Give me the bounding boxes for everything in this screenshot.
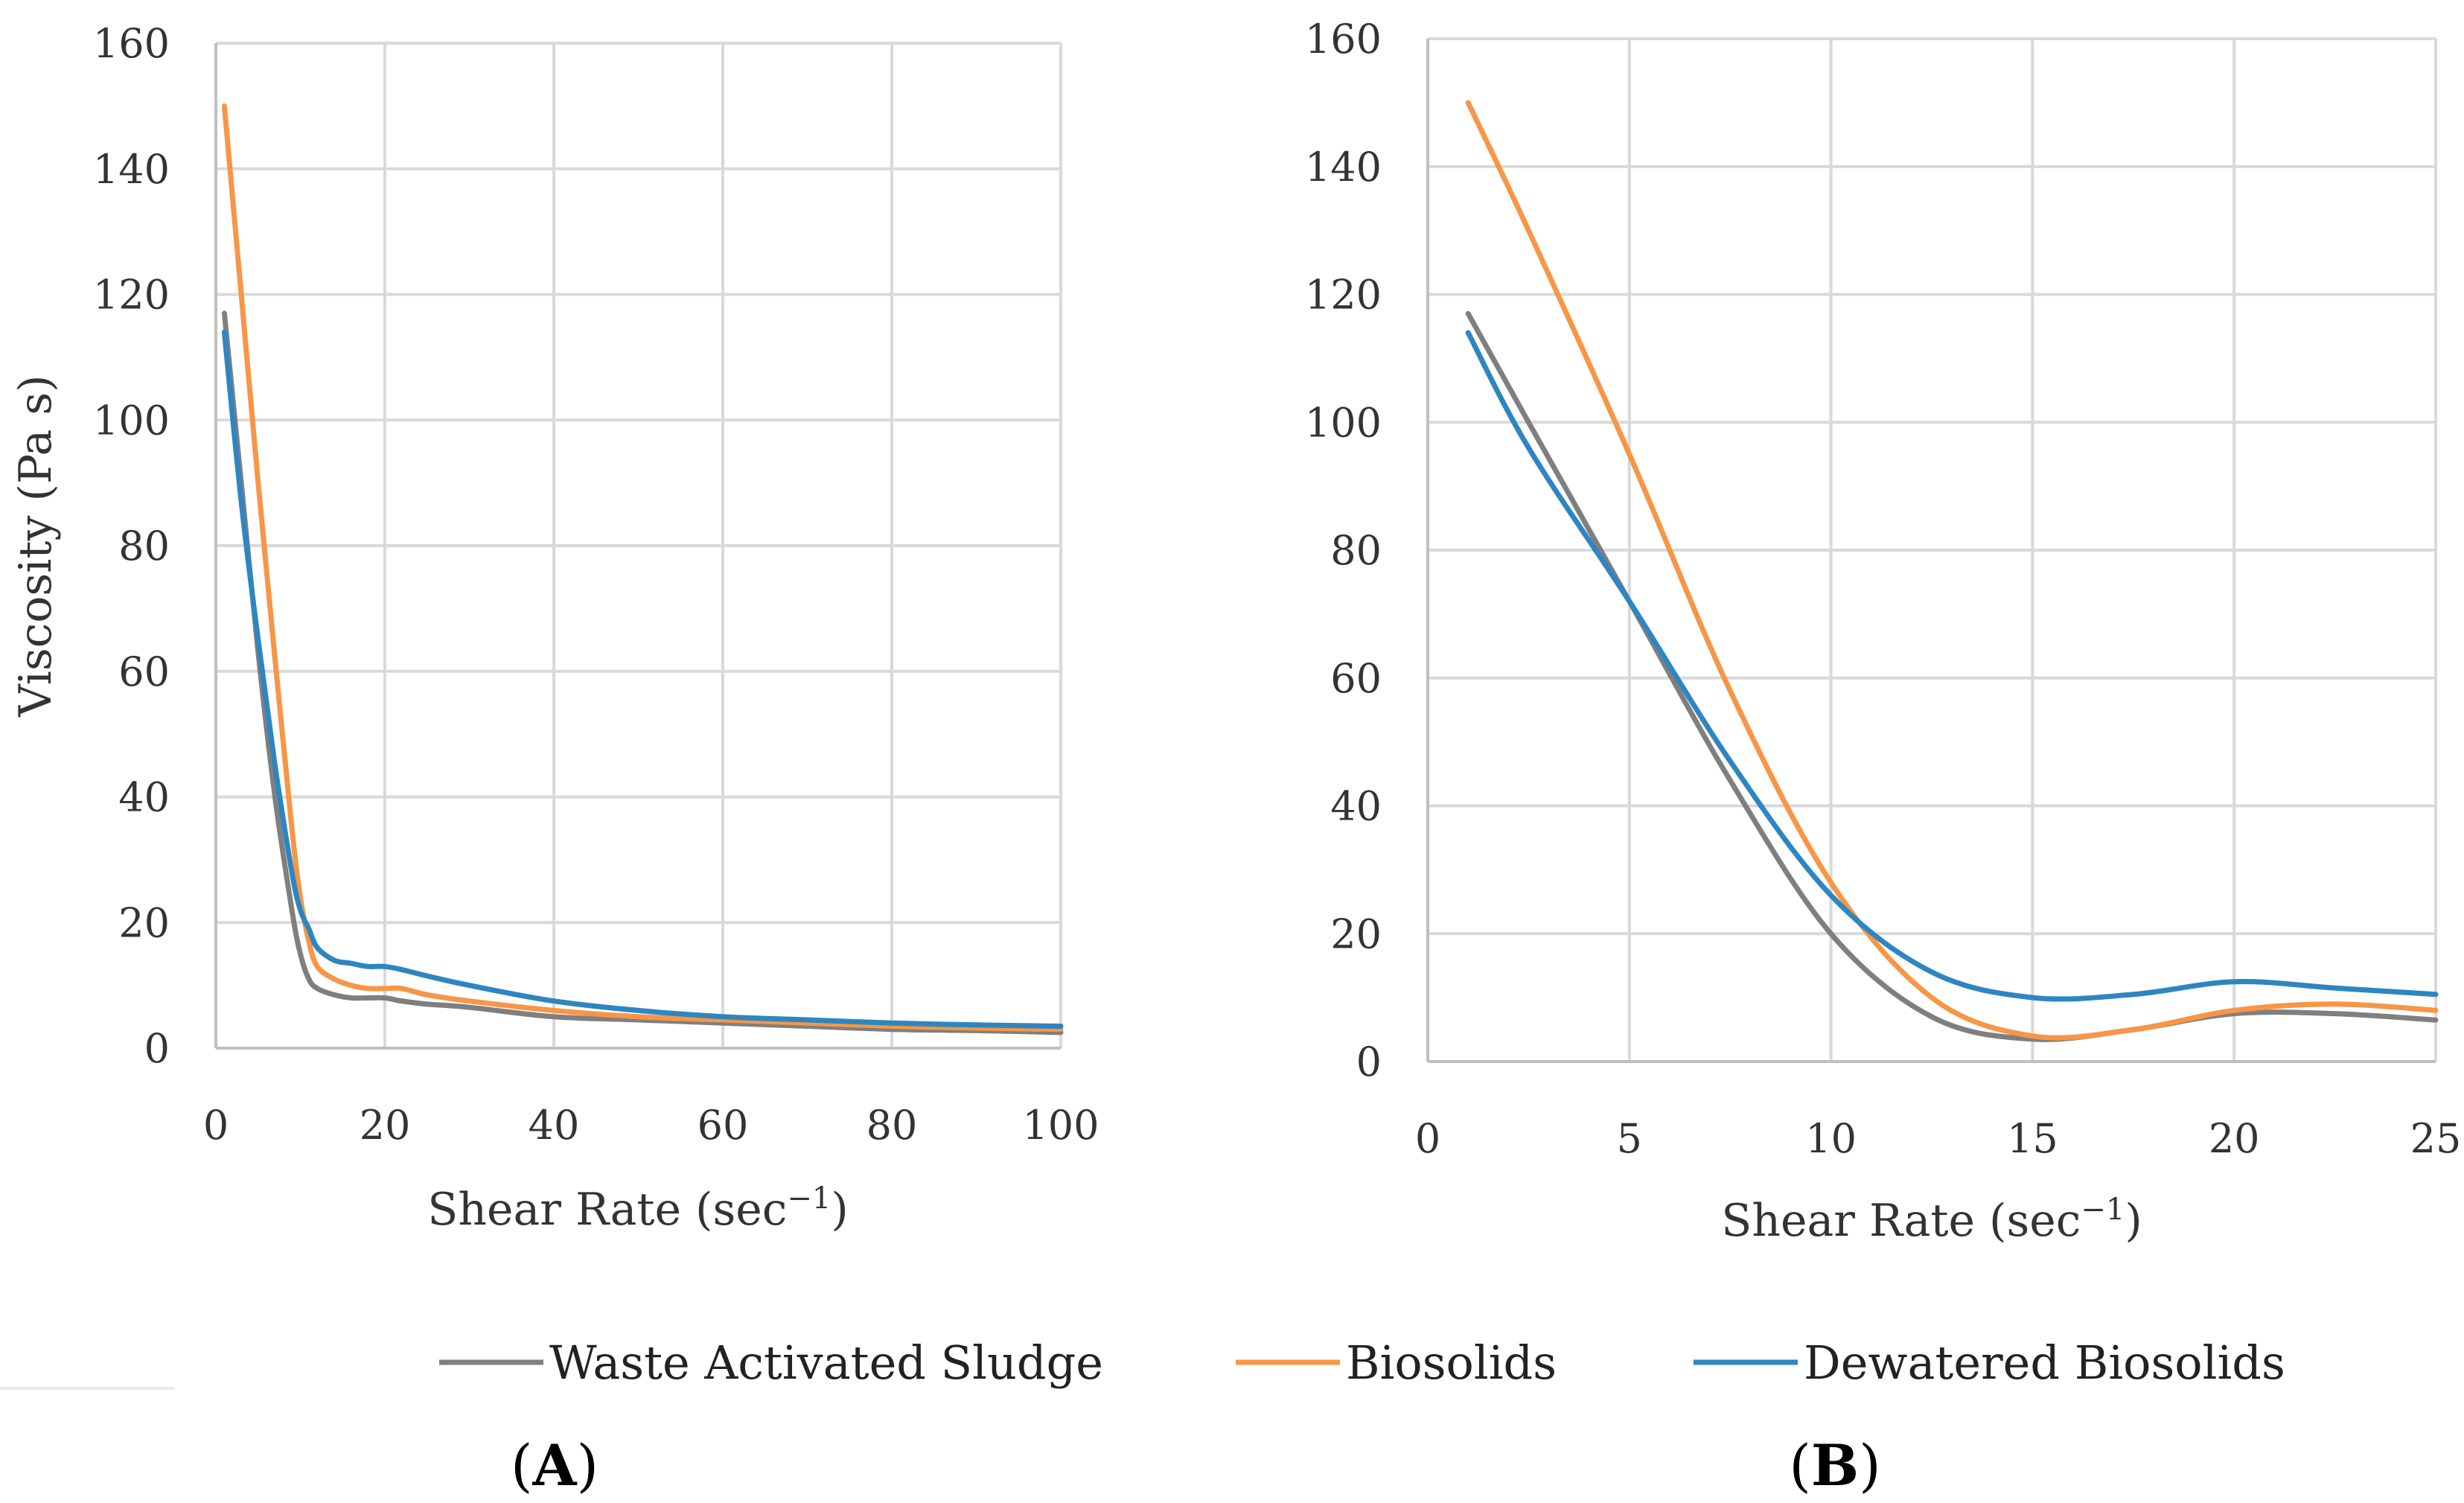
panel-a-ytick-label-160: 160: [93, 20, 170, 67]
panel-b-series-waste-activated-sludge: [1465, 310, 2439, 1042]
panel-a-series-dewatered-biosolids: [221, 329, 1064, 1029]
legend-label-dewatered-biosolids: Dewatered Biosolids: [1804, 1336, 2285, 1390]
panel-b-xtick-label-0: 0: [1415, 1115, 1440, 1162]
panel-a-series-biosolids: [221, 103, 1064, 1033]
panel-b-ytick-label-60: 60: [1330, 655, 1382, 702]
panel-a-xtick-label-20: 20: [360, 1102, 411, 1149]
panel-b-xtick-label-5: 5: [1617, 1115, 1642, 1162]
panel-a-ytick-label-120: 120: [93, 272, 170, 319]
panel-b-series-dewatered-biosolids: [1465, 330, 2439, 1002]
panel-a-ytick-label-60: 60: [118, 648, 170, 695]
panel-b-xtick-label-15: 15: [2007, 1115, 2058, 1162]
panel-a-xtick-label-60: 60: [698, 1102, 749, 1149]
chart-legend: Waste Activated Sludge Biosolids Dewater…: [439, 1336, 2285, 1390]
panel-b-xtick-label-20: 20: [2209, 1115, 2260, 1162]
legend-label-waste-activated-sludge: Waste Activated Sludge: [549, 1336, 1103, 1390]
panel-b-ytick-label-0: 0: [1356, 1038, 1382, 1085]
panel-a-ytick-label-40: 40: [118, 774, 170, 821]
panel-a-series-waste-activated-sludge: [221, 310, 1064, 1035]
panel-a-ytick-label-0: 0: [144, 1025, 170, 1072]
chart-panel-a: 0 20 40 60 80 100 120 140 160 0 20 40 60 80 100 Shear R…: [10, 20, 1099, 1236]
panel-a-ytick-label-140: 140: [93, 146, 170, 193]
panel-label-a: (A): [511, 1432, 599, 1499]
panel-a-xtick-label-0: 0: [203, 1102, 229, 1149]
panel-a-x-axis-title: Shear Rate (sec−1): [427, 1181, 849, 1236]
panel-b-ytick-label-100: 100: [1305, 399, 1382, 446]
panel-b-ytick-label-160: 160: [1305, 16, 1382, 63]
legend-label-biosolids: Biosolids: [1346, 1336, 1557, 1390]
panel-b-ytick-label-20: 20: [1330, 910, 1382, 957]
panel-b-ytick-label-40: 40: [1330, 783, 1382, 830]
panel-a-ytick-label-80: 80: [118, 523, 170, 569]
panel-a-ytick-label-100: 100: [93, 397, 170, 444]
panel-b-x-axis-title: Shear Rate (sec−1): [1721, 1193, 2142, 1247]
panel-b-ytick-label-120: 120: [1305, 272, 1382, 319]
panel-a-y-axis-title: Viscosity (Pa s): [10, 374, 62, 717]
panel-a-xtick-label-40: 40: [529, 1102, 580, 1149]
panel-b-ytick-label-140: 140: [1305, 144, 1382, 191]
chart-panel-b: 0 20 40 60 80 100 120 140 160 0 5 10 15 20 25 Shear Rat…: [1305, 16, 2461, 1247]
panel-a-xtick-label-80: 80: [866, 1102, 918, 1149]
panel-b-ytick-label-80: 80: [1330, 527, 1382, 574]
panel-label-b: (B): [1789, 1432, 1881, 1499]
panel-b-xtick-label-10: 10: [1805, 1115, 1857, 1162]
panel-b-xtick-label-25: 25: [2410, 1115, 2462, 1162]
panel-a-xtick-label-100: 100: [1022, 1102, 1099, 1149]
panel-a-ytick-label-20: 20: [118, 899, 170, 946]
